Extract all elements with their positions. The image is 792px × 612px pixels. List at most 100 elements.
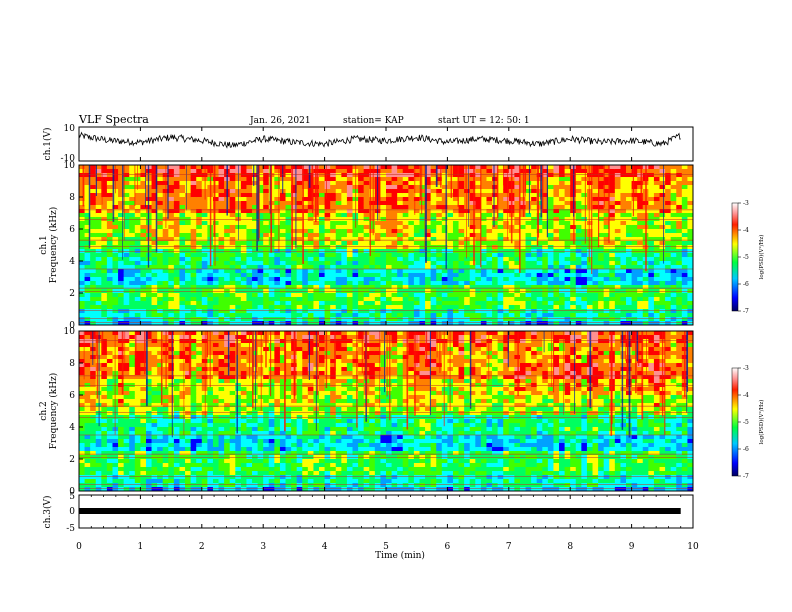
spectrogram-cell bbox=[430, 269, 437, 274]
spectrogram-cell bbox=[352, 245, 359, 250]
spectrogram-cell bbox=[670, 205, 677, 210]
spectrogram-cell bbox=[631, 225, 638, 230]
spectrogram-cell bbox=[497, 193, 504, 198]
spectrogram-cell bbox=[190, 301, 197, 306]
spectrogram-cell bbox=[346, 253, 353, 258]
spectrogram-cell bbox=[592, 301, 599, 306]
spectrogram-cell bbox=[369, 201, 376, 206]
spectrogram-cell bbox=[542, 253, 549, 258]
spectrogram-cell bbox=[140, 359, 147, 364]
spectrogram-cell bbox=[659, 185, 666, 190]
spectrogram-cell bbox=[531, 181, 538, 186]
spectrogram-cell bbox=[196, 321, 203, 326]
spectrogram-cell bbox=[79, 379, 85, 384]
spectrogram-cell bbox=[106, 423, 113, 428]
spectrogram-cell bbox=[212, 193, 219, 198]
spectrogram-cell bbox=[408, 297, 415, 302]
spectrogram-cell bbox=[452, 253, 459, 258]
spectrogram-cell bbox=[425, 309, 432, 314]
spectrogram-cell bbox=[536, 201, 543, 206]
spectrogram-cell bbox=[95, 475, 102, 480]
spectrogram-cell bbox=[603, 269, 610, 274]
spectrogram-cell bbox=[212, 281, 219, 286]
spectrogram-cell bbox=[380, 265, 387, 270]
spectrogram-cell bbox=[592, 193, 599, 198]
spectrogram-cell bbox=[575, 309, 582, 314]
spectrogram-cell bbox=[173, 205, 180, 210]
spectrogram-cell bbox=[480, 253, 487, 258]
spectrogram-cell bbox=[274, 201, 281, 206]
spectrogram-cell bbox=[123, 411, 130, 416]
spectrogram-cell bbox=[352, 277, 359, 282]
spectrogram-cell bbox=[402, 245, 409, 250]
spectrogram-cell bbox=[252, 285, 259, 290]
spectrogram-cell bbox=[503, 229, 510, 234]
spectrogram-cell bbox=[363, 265, 370, 270]
spectrogram-cell bbox=[106, 205, 113, 210]
spectrogram-cell bbox=[358, 277, 365, 282]
spectrogram-cell bbox=[118, 321, 125, 326]
spectrogram-cell bbox=[620, 305, 627, 310]
spectrogram-cell bbox=[637, 225, 644, 230]
spectrogram-cell bbox=[285, 309, 292, 314]
spectrogram-cell bbox=[118, 471, 125, 476]
spectrogram-cell bbox=[458, 261, 465, 266]
spectrogram-cell bbox=[95, 305, 102, 310]
spectrogram-cell bbox=[408, 285, 415, 290]
spectrogram-cell bbox=[218, 285, 225, 290]
spectrogram-cell bbox=[84, 209, 91, 214]
spectrogram-cell bbox=[229, 309, 236, 314]
spectrogram-cell bbox=[157, 301, 164, 306]
spectrogram-cell bbox=[397, 205, 404, 210]
spectrogram-cell bbox=[129, 193, 136, 198]
spectrogram-cell bbox=[129, 439, 136, 444]
spectrogram-cell bbox=[430, 273, 437, 278]
spectrogram-cell bbox=[536, 305, 543, 310]
spectrogram-cell bbox=[425, 245, 432, 250]
spectrogram-cell bbox=[252, 233, 259, 238]
spectrogram-cell bbox=[391, 257, 398, 262]
spectrogram-cell bbox=[369, 309, 376, 314]
spectrogram-cell bbox=[168, 225, 175, 230]
spectrogram-cell bbox=[492, 205, 499, 210]
spectrogram-cell bbox=[542, 265, 549, 270]
spectrogram-cell bbox=[129, 395, 136, 400]
spectrogram-cell bbox=[570, 253, 577, 258]
spectrogram-cell bbox=[168, 265, 175, 270]
spectrogram-cell bbox=[224, 305, 231, 310]
spectrogram-cell bbox=[514, 221, 521, 226]
spectrogram-cell bbox=[134, 359, 141, 364]
spectrogram-cell bbox=[637, 281, 644, 286]
spectrogram-cell bbox=[531, 273, 538, 278]
spectrogram-cell bbox=[129, 347, 136, 352]
spectrogram-cell bbox=[581, 297, 588, 302]
spectrogram-cell bbox=[324, 285, 331, 290]
spectrogram-cell bbox=[95, 443, 102, 448]
spectrogram-cell bbox=[335, 189, 342, 194]
spectrogram-cell bbox=[268, 277, 275, 282]
spectrogram-cell bbox=[279, 209, 286, 214]
spectrogram-cell bbox=[425, 165, 432, 170]
spectrogram-cell bbox=[547, 317, 554, 322]
spectrogram-cell bbox=[397, 189, 404, 194]
spectrogram-cell bbox=[648, 277, 655, 282]
spectrogram-cell bbox=[486, 257, 493, 262]
spectrogram-cell bbox=[402, 317, 409, 322]
spectrogram-cell bbox=[397, 173, 404, 178]
spectrogram-cell bbox=[229, 293, 236, 298]
spectrogram-cell bbox=[547, 321, 554, 326]
spectrogram-cell bbox=[402, 169, 409, 174]
spectrogram-cell bbox=[637, 273, 644, 278]
spectrogram-cell bbox=[553, 297, 560, 302]
spectrogram-cell bbox=[475, 229, 482, 234]
spectrogram-cell bbox=[291, 165, 298, 170]
spectrogram-cell bbox=[497, 261, 504, 266]
spectrogram-cell bbox=[653, 241, 660, 246]
spectrogram-cell bbox=[79, 431, 85, 436]
spectrogram-cell bbox=[441, 173, 448, 178]
spectrogram-cell bbox=[190, 313, 197, 318]
spectrogram-cell bbox=[313, 321, 320, 326]
spectrogram-cell bbox=[168, 261, 175, 266]
spectrogram-cell bbox=[157, 237, 164, 242]
spectrogram-cell bbox=[430, 213, 437, 218]
